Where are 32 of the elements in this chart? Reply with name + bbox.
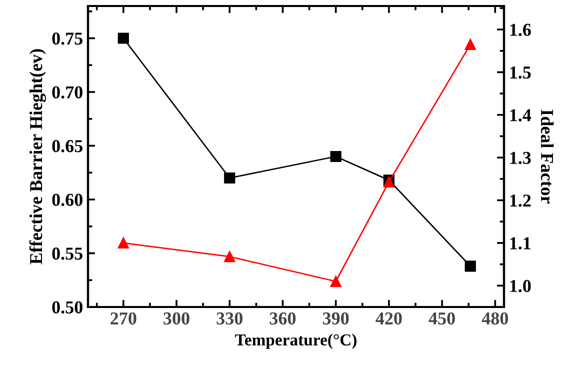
x-tick-label: 450 bbox=[428, 312, 455, 325]
y2-tick-label: 1.6 bbox=[510, 24, 531, 36]
point bbox=[118, 237, 129, 249]
y-tick-label: 0.75 bbox=[52, 32, 82, 45]
x-tick-label: 330 bbox=[216, 312, 242, 325]
point bbox=[224, 172, 236, 184]
x-tick-label: 420 bbox=[376, 312, 402, 325]
y2-tick-label: 1.3 bbox=[510, 152, 531, 164]
y2-tick-label: 1.5 bbox=[510, 66, 531, 79]
y-tick-label: 0.50 bbox=[52, 301, 82, 314]
point bbox=[330, 150, 342, 162]
y-tick-label: 0.65 bbox=[52, 140, 82, 152]
y-tick-label: 0.60 bbox=[52, 194, 82, 206]
y2-tick-label: 1.4 bbox=[510, 109, 532, 122]
point bbox=[118, 32, 129, 44]
y2-axis-title: Ideal Factor bbox=[540, 110, 554, 204]
point bbox=[224, 251, 236, 262]
y2-tick-label: 1.2 bbox=[510, 194, 531, 207]
x-tick-label: 300 bbox=[164, 312, 190, 325]
x-tick-label: 480 bbox=[482, 312, 508, 325]
y2-tick-label: 1.1 bbox=[510, 237, 530, 250]
point bbox=[464, 260, 476, 272]
y2-tick-label: 1.0 bbox=[510, 280, 531, 292]
point bbox=[464, 38, 476, 50]
x-tick-label: 360 bbox=[270, 312, 296, 325]
x-tick-label: 270 bbox=[110, 312, 136, 325]
point bbox=[330, 276, 342, 287]
x-tick-label: 390 bbox=[322, 312, 349, 325]
x-axis-title: Temperature(°C) bbox=[235, 334, 356, 349]
y-tick-label: 0.55 bbox=[52, 248, 82, 260]
y-tick-label: 0.70 bbox=[52, 86, 82, 99]
y-axis-title: Effective Barrier Hieght(ev) bbox=[29, 49, 46, 264]
